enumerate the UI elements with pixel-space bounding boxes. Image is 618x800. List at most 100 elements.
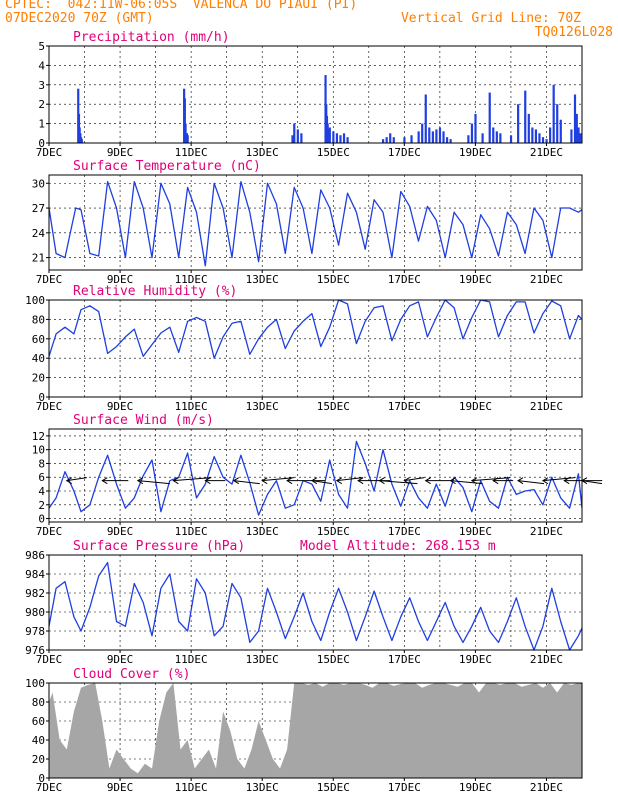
panel5-xtick-label: 21DEC bbox=[530, 653, 563, 666]
panel3-ytick-label: 80 bbox=[32, 313, 45, 326]
panel1-xtick-label: 7DEC bbox=[36, 146, 63, 159]
panel3-xtick-label: 13DEC bbox=[246, 400, 279, 413]
panel2-series-line bbox=[48, 180, 583, 267]
header-line2-left: 07DEC2020 70Z (GMT) bbox=[5, 11, 154, 26]
panel5-ytick-label: 980 bbox=[25, 606, 45, 619]
panel3-title: Relative Humidity (%) bbox=[73, 284, 237, 299]
panel4-ytick-label: 0 bbox=[38, 513, 45, 526]
panel4-xtick-label: 21DEC bbox=[530, 525, 563, 538]
precip-bar bbox=[186, 135, 189, 143]
wind-arrow bbox=[424, 477, 452, 485]
panel4-title: Surface Wind (m/s) bbox=[73, 413, 214, 428]
panel2-xtick-label: 7DEC bbox=[36, 273, 63, 286]
precip-bar bbox=[80, 139, 83, 143]
panel2-xtick-label: 13DEC bbox=[246, 273, 279, 286]
wind-arrow bbox=[517, 477, 545, 485]
precip-bar bbox=[481, 133, 484, 143]
panel3-xtick-label: 7DEC bbox=[36, 400, 63, 413]
panel4-xtick-label: 9DEC bbox=[107, 525, 134, 538]
precip-bar bbox=[300, 133, 303, 143]
wind-arrow bbox=[136, 477, 170, 485]
precip-bar bbox=[385, 137, 388, 143]
panel1-xtick-label: 21DEC bbox=[530, 146, 563, 159]
panel5-ytick-label: 976 bbox=[25, 644, 45, 657]
precip-bar bbox=[474, 113, 477, 143]
precip-bar bbox=[421, 123, 424, 143]
panel4-frame bbox=[48, 428, 583, 523]
precip-bar bbox=[541, 137, 545, 143]
panel4-ytick-label: 12 bbox=[32, 430, 45, 443]
panel1-ytick-label: 2 bbox=[38, 98, 45, 111]
panel2-xtick-label: 21DEC bbox=[530, 273, 563, 286]
precip-bar bbox=[509, 135, 513, 143]
precip-bar bbox=[438, 127, 442, 143]
panel1-xtick-label: 9DEC bbox=[107, 146, 134, 159]
panel6-xtick-label: 15DEC bbox=[317, 781, 350, 794]
panel4-ytick-label: 8 bbox=[38, 457, 45, 470]
panel3-xtick-label: 17DEC bbox=[388, 400, 421, 413]
panel2-xtick-label: 9DEC bbox=[107, 273, 134, 286]
wind-arrow bbox=[403, 477, 425, 485]
panel4-ytick-label: 10 bbox=[32, 444, 45, 457]
precip-bar bbox=[382, 139, 385, 143]
panel5-ytick-label: 986 bbox=[25, 549, 45, 562]
precip-bar bbox=[428, 127, 431, 143]
panel1-ytick-label: 1 bbox=[38, 118, 45, 131]
precip-bar bbox=[575, 113, 578, 143]
precip-bar bbox=[339, 135, 342, 143]
panel1-xtick-label: 19DEC bbox=[459, 146, 492, 159]
wind-arrow bbox=[65, 477, 87, 485]
panel5-series-line bbox=[48, 561, 583, 651]
precip-bar bbox=[332, 131, 335, 143]
panel5-xtick-label: 7DEC bbox=[36, 653, 63, 666]
wind-arrow bbox=[378, 477, 418, 485]
wind-arrow bbox=[310, 477, 333, 485]
panel5-xtick-label: 19DEC bbox=[459, 653, 492, 666]
panel1-ytick-label: 0 bbox=[38, 137, 45, 150]
panel2-xtick-label: 11DEC bbox=[175, 273, 208, 286]
wind-arrow bbox=[204, 477, 226, 485]
wind-arrow bbox=[101, 477, 129, 485]
panel5-ytick-label: 982 bbox=[25, 587, 45, 600]
panel5-xtick-label: 9DEC bbox=[107, 653, 134, 666]
panel2-xtick-label: 15DEC bbox=[317, 273, 350, 286]
precip-bar bbox=[424, 94, 427, 143]
precip-bar bbox=[559, 119, 562, 143]
cloud-cover-area bbox=[49, 683, 582, 778]
panel3-xtick-label: 15DEC bbox=[317, 400, 350, 413]
panel2-ytick-label: 27 bbox=[32, 202, 45, 215]
panel6-title: Cloud Cover (%) bbox=[73, 667, 190, 682]
panel5-frame bbox=[48, 554, 583, 651]
panel3-xtick-label: 19DEC bbox=[459, 400, 492, 413]
precip-bar bbox=[442, 131, 445, 143]
panel4-xtick-label: 11DEC bbox=[175, 525, 208, 538]
precip-bar bbox=[449, 139, 452, 143]
panel1-xtick-label: 17DEC bbox=[388, 146, 421, 159]
header-line1-left: CPTEC: 042:11W-06:05S VALENCA DO PIAUI (… bbox=[5, 0, 358, 12]
panel3-ytick-label: 60 bbox=[32, 333, 45, 346]
panel2-xtick-label: 17DEC bbox=[388, 273, 421, 286]
precip-bar bbox=[517, 104, 520, 143]
precip-bar bbox=[392, 137, 395, 143]
wind-arrow bbox=[492, 477, 514, 485]
precip-bar bbox=[403, 137, 406, 143]
precip-bar bbox=[346, 137, 349, 143]
panel3-xtick-label: 11DEC bbox=[175, 400, 208, 413]
precip-bar bbox=[389, 133, 392, 143]
precip-bar bbox=[495, 131, 498, 143]
precip-bar bbox=[570, 129, 573, 143]
precip-bar bbox=[579, 133, 582, 143]
panel6-frame bbox=[48, 682, 583, 779]
panel4-xtick-label: 15DEC bbox=[317, 525, 350, 538]
wind-arrow bbox=[335, 477, 363, 485]
precip-bar bbox=[445, 137, 449, 143]
precip-bar bbox=[534, 129, 538, 143]
panel6-ytick-label: 20 bbox=[32, 753, 45, 766]
panel4-series-line bbox=[48, 440, 583, 516]
panel4-xtick-label: 13DEC bbox=[246, 525, 279, 538]
precip-bar bbox=[556, 104, 559, 143]
panel3-xtick-label: 21DEC bbox=[530, 400, 563, 413]
panel2-frame bbox=[48, 174, 583, 271]
panel1-ytick-label: 4 bbox=[38, 59, 45, 72]
